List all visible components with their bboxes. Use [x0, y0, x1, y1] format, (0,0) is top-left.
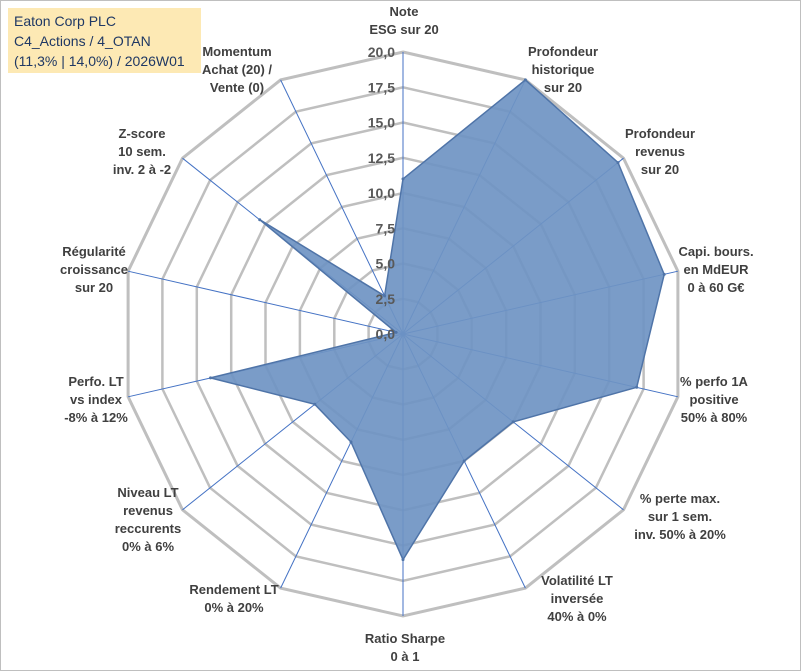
axis-label-2: Profondeur historique sur 20: [528, 44, 598, 95]
axis-label-11-line-3: -8% à 12%: [64, 410, 128, 425]
axis-label-4-line-2: en MdEUR: [684, 262, 750, 277]
axis-label-11-line-2: vs index: [70, 392, 123, 407]
tick-label-7: 17,5: [368, 79, 395, 95]
tick-label-3: 7,5: [376, 220, 396, 236]
data-point-4: [662, 272, 666, 276]
data-point-8: [401, 558, 405, 562]
tick-label-5: 12,5: [368, 150, 395, 166]
tick-label-6: 15,0: [368, 115, 395, 131]
tick-label-4: 10,0: [368, 185, 395, 201]
axis-label-9: Rendement LT 0% à 20%: [189, 582, 278, 615]
data-point-9: [349, 440, 353, 444]
axis-label-1-line-1: Note: [390, 4, 419, 19]
axis-label-3-line-1: Profondeur: [625, 126, 695, 141]
axis-label-4-line-3: 0 à 60 G€: [687, 280, 744, 295]
axis-label-6-line-3: inv. 50% à 20%: [634, 527, 726, 542]
axis-label-6-line-1: % perte max.: [640, 491, 720, 506]
axis-label-7-line-1: Volatilité LT: [541, 573, 613, 588]
tick-label-1: 2,5: [376, 291, 396, 307]
data-point-11: [209, 376, 212, 380]
axis-label-11-line-1: Perfo. LT: [68, 374, 123, 389]
data-point-6: [511, 420, 515, 424]
data-point-5: [635, 385, 639, 389]
axis-label-10-line-3: reccurents: [115, 521, 181, 536]
axis-label-5-line-3: 50% à 80%: [681, 410, 748, 425]
axis-label-6-line-2: sur 1 sem.: [648, 509, 712, 524]
axis-label-7-line-3: 40% à 0%: [547, 609, 607, 624]
data-point-3: [616, 161, 620, 165]
axis-label-12-line-1: Régularité: [62, 244, 126, 259]
data-point-12: [394, 330, 398, 334]
axis-label-8-line-2: 0 à 1: [391, 649, 420, 664]
data-point-14: [383, 294, 387, 298]
axis-label-13-line-1: Z-score: [119, 126, 166, 141]
axis-label-7-line-2: inversée: [551, 591, 604, 606]
title-stats: (11,3% | 14,0%) / 2026W01: [14, 53, 185, 69]
axis-label-2-line-1: Profondeur: [528, 44, 598, 59]
axis-line-14: [280, 79, 404, 335]
axis-label-3-line-3: sur 20: [641, 162, 679, 177]
axis-label-12-line-2: croissance: [60, 262, 128, 277]
tick-label-2: 5,0: [376, 256, 396, 272]
axis-label-12: Régularité croissance sur 20: [60, 244, 128, 295]
data-point-2: [523, 78, 527, 82]
chart-title-box: Eaton Corp PLC C4_Actions / 4_OTAN (11,3…: [8, 8, 201, 73]
axis-label-10-line-4: 0% à 6%: [122, 539, 174, 554]
axis-label-5-line-2: positive: [689, 392, 738, 407]
axis-label-9-line-1: Rendement LT: [189, 582, 278, 597]
axis-label-13-line-2: 10 sem.: [118, 144, 166, 159]
tick-label-8: 20,0: [368, 44, 395, 60]
axis-label-9-line-2: 0% à 20%: [204, 600, 264, 615]
axis-label-5: % perfo 1A positive 50% à 80%: [680, 374, 749, 425]
axis-line-12: [127, 270, 404, 335]
axis-label-2-line-3: sur 20: [544, 80, 582, 95]
data-point-13: [258, 218, 262, 222]
data-point-7: [462, 459, 466, 463]
axis-label-10-line-2: revenus: [123, 503, 173, 518]
tick-label-0: 0,0: [376, 326, 396, 342]
axis-label-2-line-2: historique: [532, 62, 595, 77]
axis-label-12-line-3: sur 20: [75, 280, 113, 295]
axis-label-14-line-3: Vente (0): [210, 80, 264, 95]
data-point-1: [401, 177, 405, 181]
axis-label-11: Perfo. LT vs index -8% à 12%: [64, 374, 128, 425]
axis-label-3: Profondeur revenus sur 20: [625, 126, 695, 177]
axis-label-8: Ratio Sharpe 0 à 1: [365, 631, 445, 664]
axis-label-1-line-2: ESG sur 20: [369, 22, 438, 37]
axis-label-6: % perte max. sur 1 sem. inv. 50% à 20%: [634, 491, 726, 542]
axis-label-1: Note ESG sur 20: [369, 4, 438, 37]
axis-label-7: Volatilité LT inversée 40% à 0%: [541, 573, 613, 624]
axis-label-14-line-2: Achat (20) /: [202, 62, 272, 77]
axis-label-5-line-1: % perfo 1A: [680, 374, 749, 389]
axis-label-13-line-3: inv. 2 à -2: [113, 162, 171, 177]
axis-label-13: Z-score 10 sem. inv. 2 à -2: [113, 126, 171, 177]
data-point-10: [313, 402, 317, 406]
axis-label-14: Momentum Achat (20) / Vente (0): [202, 44, 272, 95]
axis-label-3-line-2: revenus: [635, 144, 685, 159]
axis-label-8-line-1: Ratio Sharpe: [365, 631, 445, 646]
axis-label-10-line-1: Niveau LT: [117, 485, 178, 500]
axis-label-14-line-1: Momentum: [202, 44, 271, 59]
axis-label-4: Capi. bours. en MdEUR 0 à 60 G€: [678, 244, 753, 295]
title-category: C4_Actions / 4_OTAN: [14, 33, 151, 49]
axis-label-10: Niveau LT revenus reccurents 0% à 6%: [115, 485, 181, 554]
title-company: Eaton Corp PLC: [14, 13, 116, 29]
axis-label-4-line-1: Capi. bours.: [678, 244, 753, 259]
